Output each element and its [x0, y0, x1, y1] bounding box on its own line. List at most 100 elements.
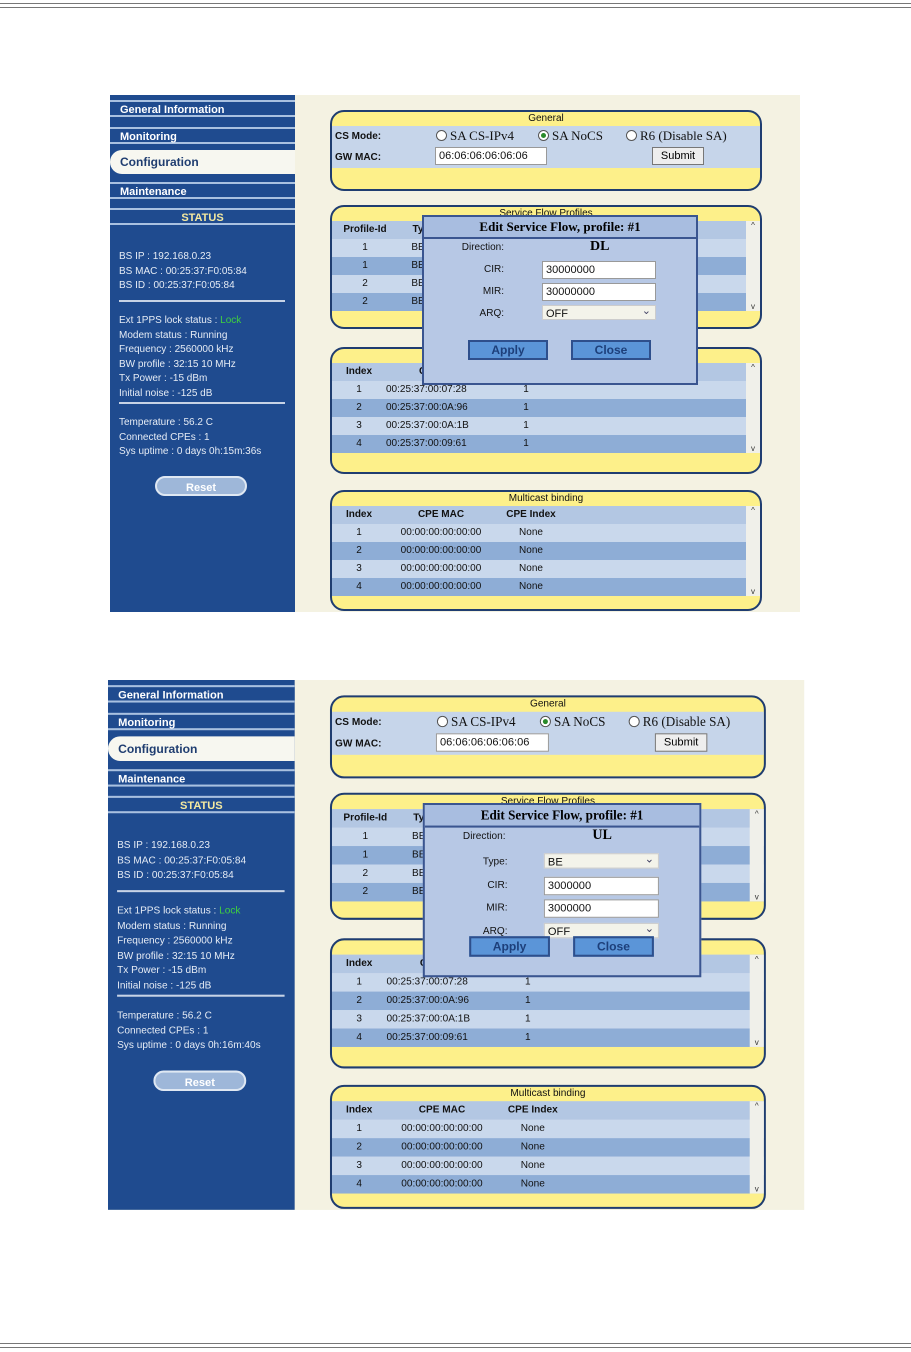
status-value: 0 days 0h:15m:36s: [176, 446, 262, 457]
status-value: -15 dBm: [168, 964, 207, 977]
table-row[interactable]: 3 00:00:00:00:00:00 None: [331, 1156, 764, 1176]
table-row[interactable]: 3 00:25:37:00:0A:1B 1: [332, 417, 760, 435]
table-row[interactable]: 1 00:00:00:00:00:00 None: [332, 524, 760, 542]
nav-monitoring[interactable]: Monitoring: [110, 127, 295, 144]
service-flow-scrollbar[interactable]: ^ v: [746, 221, 760, 311]
table-row[interactable]: 2 00:00:00:00:00:00 None: [332, 542, 760, 560]
table-row[interactable]: 2 00:25:37:00:0A:96 1: [331, 991, 764, 1011]
gw-mac-input[interactable]: 06:06:06:06:06:06: [435, 733, 549, 752]
status-value: 00:25:37:F0:05:84: [165, 265, 247, 277]
field-label-type: Type:: [482, 856, 508, 868]
radio-icon[interactable]: [436, 130, 447, 141]
table-row[interactable]: 1 00:25:37:00:07:28 1: [332, 381, 760, 399]
nav-maintenance[interactable]: Maintenance: [110, 182, 295, 199]
scroll-up-icon[interactable]: ^: [754, 954, 759, 964]
status-title: STATUS: [108, 795, 295, 814]
apply-button[interactable]: Apply: [468, 340, 548, 360]
scroll-down-icon[interactable]: v: [751, 302, 755, 311]
type-select[interactable]: BE: [543, 851, 659, 869]
radio-icon[interactable]: [436, 715, 449, 728]
direction-label: Direction:: [461, 242, 504, 253]
table-row[interactable]: 1 00:00:00:00:00:00 None: [331, 1119, 764, 1139]
cpe-scrollbar[interactable]: ^ v: [749, 954, 764, 1047]
mir-input[interactable]: 3000000: [543, 899, 659, 918]
status-value: 192.168.0.23: [152, 251, 212, 262]
nav-general-information[interactable]: General Information: [110, 100, 295, 117]
submit-button[interactable]: Submit: [652, 147, 704, 165]
arq-select[interactable]: OFF: [542, 303, 656, 320]
scroll-up-icon[interactable]: ^: [754, 1101, 759, 1111]
scroll-down-icon[interactable]: v: [754, 1184, 759, 1194]
cir-input[interactable]: 3000000: [543, 876, 659, 895]
status-label: Frequency :: [117, 935, 174, 947]
close-button[interactable]: Close: [571, 340, 651, 360]
reset-button[interactable]: Reset: [153, 1070, 247, 1092]
nav-maintenance[interactable]: Maintenance: [108, 769, 295, 787]
cs-mode-radio[interactable]: SA CS-IPv4: [436, 128, 514, 144]
table-row[interactable]: 4 00:25:37:00:09:61 1: [331, 1028, 764, 1047]
cir-input[interactable]: 30000000: [542, 261, 656, 279]
scroll-up-icon[interactable]: ^: [754, 809, 759, 819]
apply-button[interactable]: Apply: [469, 936, 550, 957]
table-row[interactable]: 4 00:00:00:00:00:00 None: [331, 1175, 764, 1194]
table-cell: 00:00:00:00:00:00: [401, 1141, 483, 1153]
scroll-down-icon[interactable]: v: [754, 892, 759, 902]
table-cell: 1: [524, 1013, 531, 1025]
table-row[interactable]: 4 00:25:37:00:09:61 1: [332, 435, 760, 453]
table-row[interactable]: 3 00:00:00:00:00:00 None: [332, 560, 760, 578]
close-button[interactable]: Close: [573, 936, 654, 957]
scroll-up-icon[interactable]: ^: [751, 506, 755, 515]
nav-configuration[interactable]: Configuration: [110, 150, 295, 174]
table-cell: 4: [356, 438, 362, 449]
status-label: BS IP :: [117, 839, 152, 852]
table-row[interactable]: 1 00:25:37:00:07:28 1: [331, 973, 764, 992]
radio-icon[interactable]: [538, 130, 549, 141]
radio-icon[interactable]: [628, 715, 640, 728]
submit-button[interactable]: Submit: [654, 733, 708, 752]
cs-mode-radio[interactable]: R6 (Disable SA): [626, 128, 727, 144]
table-cell: 3: [356, 1013, 363, 1025]
table-cell: 2: [362, 296, 368, 307]
mir-input[interactable]: 30000000: [542, 283, 656, 301]
cs-mode-radio[interactable]: SA NoCS: [538, 128, 603, 144]
nav-configuration[interactable]: Configuration: [108, 736, 295, 761]
table-row[interactable]: 3 00:25:37:00:0A:1B 1: [331, 1010, 764, 1029]
radio-icon[interactable]: [626, 130, 637, 141]
arq-select[interactable]: OFF: [543, 920, 659, 938]
multicast-scrollbar[interactable]: ^ v: [749, 1101, 764, 1194]
multicast-scrollbar[interactable]: ^ v: [746, 506, 760, 596]
screenshot-dl: General Information Monitoring Configurati…: [110, 95, 800, 612]
radio-label: SA CS-IPv4: [450, 128, 514, 143]
scroll-down-icon[interactable]: v: [751, 444, 755, 453]
table-cell: 2: [356, 545, 362, 556]
table-cell: 3: [356, 563, 362, 574]
table-cell: 00:00:00:00:00:00: [400, 527, 482, 538]
edit-service-flow-dialog: Edit Service Flow, profile: #1 Direction:…: [422, 215, 698, 385]
cpe-scrollbar[interactable]: ^ v: [746, 363, 760, 453]
general-box: General CS Mode: SA CS-IPv4 SA NoCS R6 (Disa…: [329, 695, 766, 779]
nav-general-information[interactable]: General Information: [108, 685, 295, 703]
scroll-up-icon[interactable]: ^: [751, 221, 755, 230]
status-line: Modem status : Running: [117, 919, 226, 934]
cs-mode-radio[interactable]: R6 (Disable SA): [628, 714, 730, 730]
table-cell: 00:00:00:00:00:00: [400, 581, 482, 592]
table-row[interactable]: 2 00:00:00:00:00:00 None: [331, 1138, 764, 1157]
nav-monitoring[interactable]: Monitoring: [108, 712, 295, 731]
status-line: Initial noise : -125 dB: [119, 387, 212, 402]
table-row[interactable]: 4 00:00:00:00:00:00 None: [332, 578, 760, 596]
gw-mac-input[interactable]: 06:06:06:06:06:06: [435, 147, 547, 165]
status-label: Tx Power :: [119, 373, 170, 384]
cs-mode-radio[interactable]: SA NoCS: [539, 714, 605, 730]
scroll-down-icon[interactable]: v: [751, 587, 755, 596]
status-label: BS IP :: [119, 251, 153, 262]
service-flow-scrollbar[interactable]: ^ v: [749, 809, 764, 902]
cs-mode-radio[interactable]: SA CS-IPv4: [436, 714, 516, 730]
status-value: -15 dBm: [169, 373, 208, 384]
table-cell: 00:00:00:00:00:00: [401, 1122, 483, 1135]
radio-icon[interactable]: [539, 715, 551, 728]
scroll-down-icon[interactable]: v: [754, 1037, 759, 1047]
table-cell: 1: [356, 384, 362, 395]
table-row[interactable]: 2 00:25:37:00:0A:96 1: [332, 399, 760, 417]
scroll-up-icon[interactable]: ^: [751, 363, 755, 372]
reset-button[interactable]: Reset: [155, 476, 247, 496]
